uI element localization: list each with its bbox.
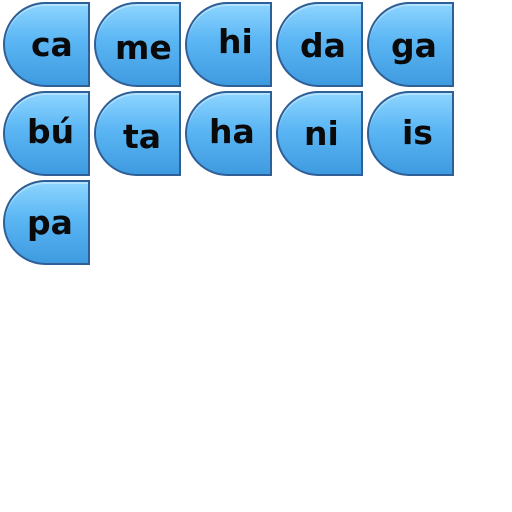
syllable-label: ga — [391, 26, 437, 65]
syllable-label: is — [402, 113, 433, 152]
syllable-tile-ta[interactable]: ta — [94, 91, 181, 176]
syllable-label: ca — [31, 25, 73, 64]
syllable-tile-ni[interactable]: ni — [276, 91, 363, 176]
syllable-label: hi — [218, 22, 253, 61]
syllable-tile-ha[interactable]: ha — [185, 91, 272, 176]
syllable-tile-pa[interactable]: pa — [3, 180, 90, 265]
syllable-label: ni — [304, 114, 339, 153]
syllable-tile-hi[interactable]: hi — [185, 2, 272, 87]
syllable-label: me — [115, 28, 172, 67]
syllable-tile-bu[interactable]: bú — [3, 91, 90, 176]
syllable-label: ta — [123, 117, 162, 156]
syllable-label: ha — [209, 112, 255, 151]
syllable-label: da — [300, 26, 346, 65]
syllable-tile-da[interactable]: da — [276, 2, 363, 87]
syllable-tile-ga[interactable]: ga — [367, 2, 454, 87]
syllable-label: pa — [27, 203, 73, 242]
syllable-tile-is[interactable]: is — [367, 91, 454, 176]
syllable-tile-ca[interactable]: ca — [3, 2, 90, 87]
syllable-tile-me[interactable]: me — [94, 2, 181, 87]
syllable-label: bú — [27, 112, 75, 151]
